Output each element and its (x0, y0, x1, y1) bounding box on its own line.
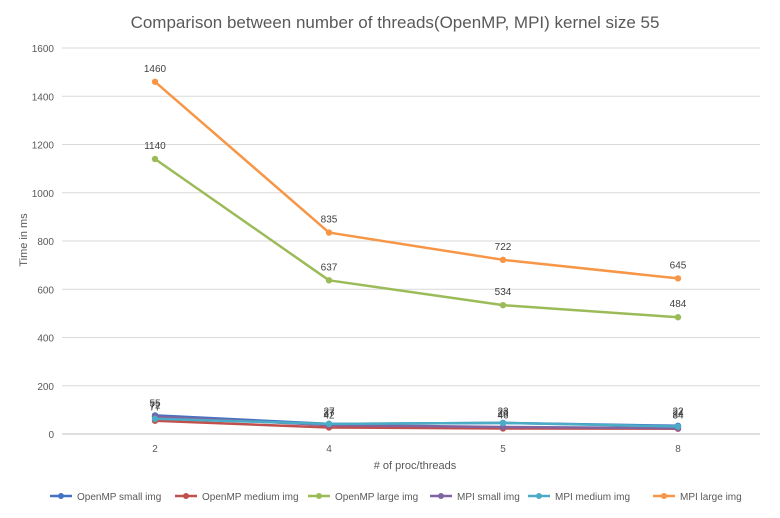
series-line (153, 80, 680, 280)
data-label: 27 (323, 407, 335, 418)
y-tick-label: 1600 (32, 44, 55, 55)
data-point (674, 423, 682, 430)
legend-label: MPI large img (680, 492, 742, 503)
y-tick-label: 800 (37, 237, 54, 248)
series-line (153, 157, 680, 319)
series-line (153, 417, 680, 428)
data-point (325, 277, 333, 284)
data-label: 37 (323, 409, 335, 420)
legend-swatch-marker (661, 493, 667, 499)
x-tick-label: 8 (675, 444, 681, 455)
data-point (325, 229, 333, 236)
data-label: 23 (497, 407, 509, 418)
data-point (151, 155, 159, 163)
data-point (325, 420, 333, 428)
x-tick-label: 4 (326, 444, 332, 455)
x-axis-label: # of proc/threads (374, 460, 457, 472)
y-tick-label: 0 (48, 430, 54, 441)
legend-label: OpenMP large img (335, 492, 418, 503)
data-label: 534 (495, 287, 512, 298)
legend-item: MPI medium img (528, 492, 630, 503)
legend: OpenMP small img OpenMP medium img OpenMP … (50, 492, 742, 503)
data-label: 72 (149, 401, 161, 412)
data-label: 22 (672, 407, 684, 418)
y-tick-label: 1200 (32, 141, 55, 152)
data-label: 1140 (144, 141, 166, 152)
legend-swatch-marker (316, 493, 322, 499)
data-point (499, 256, 507, 264)
legend-label: MPI small img (457, 492, 520, 503)
data-label: 34 (672, 411, 684, 422)
legend-item: OpenMP large img (308, 492, 418, 503)
data-label: 484 (670, 299, 687, 310)
data-point (151, 78, 159, 85)
data-point (151, 415, 159, 423)
gridlines (62, 47, 760, 435)
y-axis: 0 200 400 600 800 1000 1200 1400 1600 (32, 44, 55, 441)
y-axis-label: Time in ms (18, 213, 30, 267)
legend-swatch-marker (183, 493, 189, 499)
x-axis: 2 4 5 8 (152, 444, 681, 455)
data-label: 645 (670, 260, 687, 271)
x-tick-label: 5 (500, 444, 506, 455)
legend-item: OpenMP small img (50, 492, 161, 503)
data-label: 637 (321, 262, 338, 273)
chart-title: Comparison between number of threads(Ope… (131, 13, 660, 32)
y-tick-label: 1400 (32, 92, 55, 103)
legend-swatch-marker (438, 493, 444, 499)
y-tick-label: 200 (37, 382, 54, 393)
y-tick-label: 600 (37, 285, 54, 296)
data-label: 835 (321, 215, 338, 226)
data-label: 46 (497, 411, 509, 422)
data-point (674, 275, 682, 282)
legend-label: MPI medium img (555, 492, 630, 503)
data-label: 29 (497, 409, 509, 420)
x-tick-label: 2 (152, 444, 158, 455)
data-point (499, 419, 507, 427)
data-label: 722 (495, 242, 512, 253)
legend-swatch-marker (536, 493, 542, 499)
data-label: 42 (323, 411, 335, 422)
legend-item: MPI small img (430, 492, 520, 503)
data-point (499, 301, 507, 309)
data-label: 77 (149, 403, 161, 414)
data-label: 55 (149, 399, 161, 410)
legend-label: OpenMP medium img (202, 492, 299, 503)
y-tick-label: 400 (37, 334, 54, 345)
legend-label: OpenMP small img (77, 492, 161, 503)
series-lines (151, 78, 682, 432)
y-tick-label: 1000 (32, 189, 55, 200)
data-label: 24 (672, 409, 684, 420)
legend-item: OpenMP medium img (175, 492, 299, 503)
legend-swatch-marker (58, 493, 64, 499)
legend-item: MPI large img (653, 492, 742, 503)
data-point (674, 314, 682, 321)
data-label: 1460 (144, 64, 167, 75)
